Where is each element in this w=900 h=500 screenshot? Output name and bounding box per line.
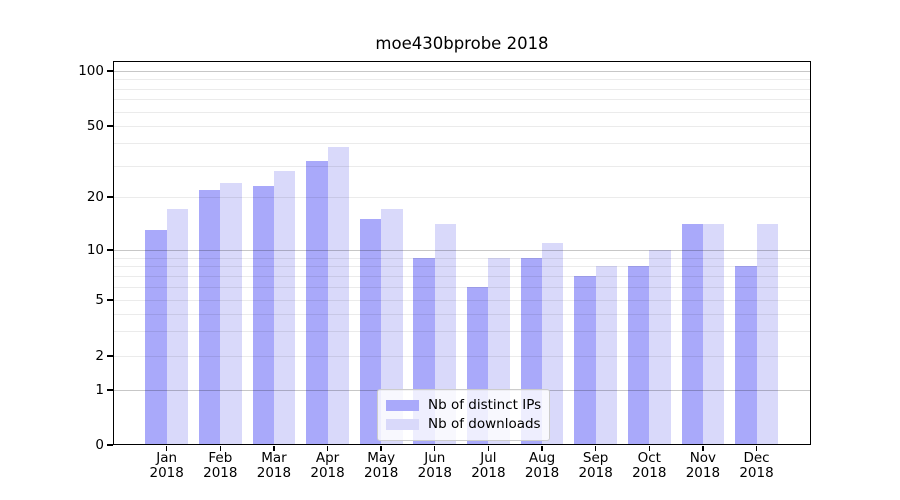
x-tick-label: Apr 2018	[298, 451, 358, 480]
y-tick-label: 2	[95, 348, 104, 364]
x-tick-label-line: 2018	[739, 464, 774, 481]
x-tick-label-line: Aug	[528, 450, 556, 466]
y-tick-label: 5	[95, 292, 104, 308]
bar-nb-of-distinct-ips-mar-2018	[252, 186, 274, 444]
x-tick-label-line: 2018	[524, 464, 560, 481]
x-tick-label-line: 2018	[203, 464, 238, 481]
bar-nb-of-distinct-ips-oct-2018	[627, 266, 650, 444]
bar-nb-of-downloads-apr-2018	[327, 147, 349, 444]
y-tick	[107, 196, 113, 198]
y-tick-label: 100	[78, 63, 104, 79]
bar-nb-of-downloads-dec-2018	[756, 224, 778, 444]
y-tick-label: 0	[95, 437, 104, 453]
bar-nb-of-distinct-ips-apr-2018	[306, 160, 328, 444]
bar-nb-of-downloads-nov-2018	[702, 224, 725, 444]
x-tick	[487, 446, 490, 451]
y-tick	[107, 125, 113, 127]
bar-nb-of-downloads-may-2018	[381, 209, 403, 444]
y-tick	[107, 70, 113, 72]
x-tick-label: May 2018	[351, 451, 411, 480]
legend-label-distinct-ips: Nb of distinct IPs	[428, 397, 542, 413]
x-tick	[541, 446, 543, 451]
chart-title: moe430bprobe 2018	[375, 34, 549, 53]
x-tick-label: Oct 2018	[619, 451, 679, 480]
x-tick-label-line: 2018	[149, 464, 184, 481]
x-tick-label: Jan 2018	[137, 451, 197, 480]
x-tick-label-line: 2018	[632, 464, 667, 481]
x-tick-label: Sep 2018	[566, 451, 626, 480]
bar-nb-of-downloads-oct-2018	[649, 250, 671, 444]
x-tick-label-line: May	[367, 450, 396, 466]
legend-item-downloads: Nb of downloads	[386, 416, 541, 432]
y-tick-label: 10	[86, 242, 104, 258]
x-tick	[702, 446, 704, 451]
bar-nb-of-distinct-ips-dec-2018	[735, 266, 757, 444]
x-tick-label: Jul 2018	[458, 451, 518, 480]
y-tick-label: 20	[86, 189, 104, 205]
bar-nb-of-downloads-feb-2018	[220, 182, 242, 444]
y-tick-label: 1	[95, 382, 104, 398]
bar-nb-of-distinct-ips-sep-2018	[574, 275, 596, 444]
x-tick-label-line: Dec	[743, 450, 770, 466]
x-tick-label: Aug 2018	[512, 451, 572, 480]
legend-item-distinct-ips: Nb of distinct IPs	[386, 397, 541, 413]
x-tick-label-line: Jul	[480, 450, 497, 466]
x-tick-label: Feb 2018	[190, 451, 250, 480]
bar-nb-of-distinct-ips-jan-2018	[145, 229, 167, 444]
legend-swatch-downloads	[386, 418, 419, 430]
legend-label-downloads: Nb of downloads	[428, 416, 541, 432]
x-tick-label-line: 2018	[363, 464, 399, 481]
x-tick	[219, 446, 221, 451]
y-tick	[107, 249, 113, 251]
x-tick-label: Dec 2018	[727, 451, 787, 480]
x-tick	[434, 446, 436, 451]
x-tick-label-line: 2018	[417, 464, 452, 481]
x-tick-label: Mar 2018	[244, 451, 304, 480]
x-tick	[755, 446, 758, 451]
y-tick	[107, 444, 113, 446]
bar-nb-of-distinct-ips-may-2018	[359, 218, 382, 444]
legend-swatch-distinct-ips	[386, 399, 419, 411]
x-tick-label-line: Jun	[424, 450, 446, 466]
x-tick-label-line: 2018	[471, 464, 506, 481]
y-tick	[107, 389, 113, 391]
x-tick-label-line: Apr	[315, 450, 340, 466]
x-tick	[648, 446, 650, 451]
bar-nb-of-distinct-ips-nov-2018	[681, 224, 703, 444]
y-tick-label: 50	[86, 118, 104, 134]
x-tick	[594, 446, 597, 451]
x-tick	[326, 446, 329, 451]
x-tick-label: Jun 2018	[405, 451, 465, 480]
x-tick	[273, 446, 275, 451]
x-tick-label-line: 2018	[685, 464, 721, 481]
legend: Nb of distinct IPs Nb of downloads	[377, 389, 551, 441]
x-tick-label: Nov 2018	[673, 451, 733, 480]
bar-nb-of-downloads-sep-2018	[595, 266, 618, 444]
bar-nb-of-downloads-jan-2018	[166, 209, 189, 444]
x-tick-label-line: Oct	[637, 450, 661, 466]
x-tick-label-line: 2018	[578, 464, 613, 481]
x-tick-label-line: Sep	[582, 450, 609, 466]
x-tick-label-line: Mar	[261, 450, 287, 466]
x-tick-label-line: 2018	[310, 464, 345, 481]
bar-nb-of-downloads-mar-2018	[273, 170, 296, 444]
y-tick	[107, 299, 113, 301]
x-tick-label-line: Nov	[689, 450, 717, 466]
x-tick-label-line: 2018	[256, 464, 292, 481]
bar-nb-of-distinct-ips-feb-2018	[198, 189, 221, 444]
x-tick-label-line: Jan	[156, 450, 178, 466]
x-tick-label-line: Feb	[208, 450, 233, 466]
x-tick	[166, 446, 168, 451]
y-tick	[107, 355, 113, 357]
x-tick	[380, 446, 382, 451]
